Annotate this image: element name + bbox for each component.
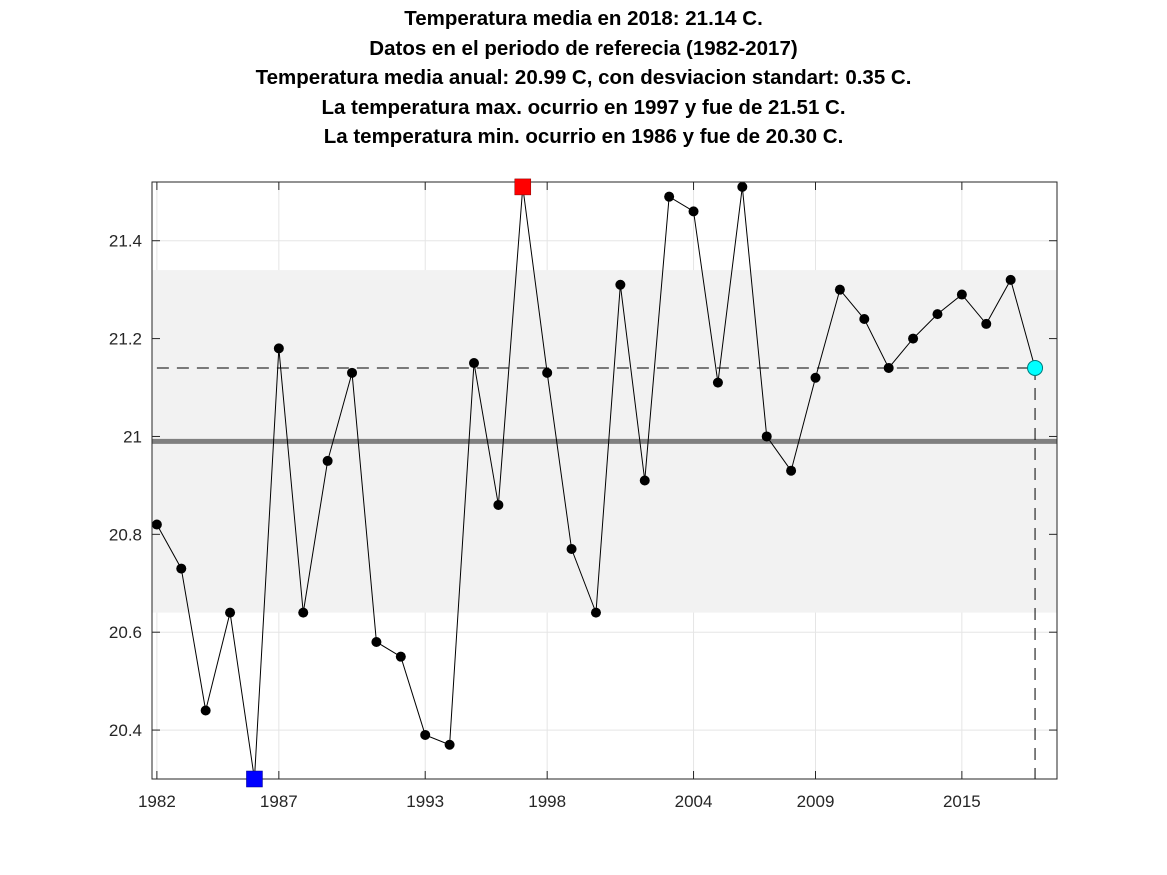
data-point-1988 [298, 607, 309, 618]
data-point-2003 [664, 191, 675, 202]
data-point-2002 [639, 475, 650, 486]
min-temperature-marker [246, 770, 263, 788]
y-tick-label: 20.6 [109, 623, 142, 642]
data-point-2008 [786, 465, 797, 476]
x-tick-label: 2004 [675, 792, 713, 811]
chart-subtitle-max: La temperatura max. ocurrio en 1997 y fu… [321, 95, 846, 119]
data-point-1984 [200, 705, 211, 716]
y-tick-label: 20.8 [109, 525, 142, 544]
y-tick-label: 20.4 [109, 721, 142, 740]
data-point-1998 [542, 367, 553, 378]
data-point-1989 [322, 455, 333, 466]
data-point-2012 [883, 362, 894, 373]
data-point-2014 [932, 309, 943, 320]
data-point-1996 [493, 499, 504, 510]
data-point-2011 [859, 314, 870, 325]
max-temperature-marker [514, 178, 532, 196]
data-point-2017 [1005, 274, 1016, 285]
data-point-1991 [371, 636, 382, 647]
chart-subtitle-min: La temperatura min. ocurrio en 1986 y fu… [323, 125, 844, 148]
data-point-1995 [468, 358, 479, 369]
y-tick-label: 21.4 [109, 232, 142, 251]
data-point-2009 [810, 372, 821, 383]
chart-title: Temperatura media en 2018: 21.14 C. [404, 7, 763, 30]
data-point-2006 [737, 181, 748, 192]
plot-area-frame [151, 181, 1058, 780]
x-tick-label: 1982 [138, 792, 176, 811]
current-year-marker [1027, 359, 1044, 376]
data-point-1999 [566, 544, 577, 555]
data-point-1987 [273, 343, 284, 354]
data-point-2016 [981, 318, 992, 329]
data-point-1993 [420, 729, 431, 740]
data-point-2010 [834, 284, 845, 295]
x-tick-label: 1998 [528, 792, 566, 811]
data-point-2013 [908, 333, 919, 344]
x-tick-label: 2015 [943, 792, 981, 811]
chart-subtitle-mean-std: Temperatura media anual: 20.99 C, con de… [255, 66, 912, 89]
x-tick-label: 1993 [406, 792, 444, 811]
data-point-1982 [151, 519, 162, 530]
y-tick-label: 21 [123, 427, 142, 446]
y-tick-label: 21.2 [109, 330, 142, 349]
data-point-1990 [347, 367, 358, 378]
data-point-2000 [590, 607, 601, 618]
data-point-1994 [444, 739, 455, 750]
data-point-2004 [688, 206, 699, 217]
data-point-1992 [395, 651, 406, 662]
x-tick-label: 2009 [797, 792, 835, 811]
data-point-2001 [615, 279, 626, 290]
data-point-2005 [712, 377, 723, 388]
x-tick-label: 1987 [260, 792, 298, 811]
data-point-1983 [176, 563, 187, 574]
data-point-2007 [761, 431, 772, 442]
chart-subtitle-reference-period: Datos en el periodo de referecia (1982-2… [369, 36, 798, 60]
data-point-1985 [225, 607, 236, 618]
data-point-2015 [956, 289, 967, 300]
chart-title-block: Temperatura media en 2018: 21.14 C. Dato… [0, 4, 1167, 152]
